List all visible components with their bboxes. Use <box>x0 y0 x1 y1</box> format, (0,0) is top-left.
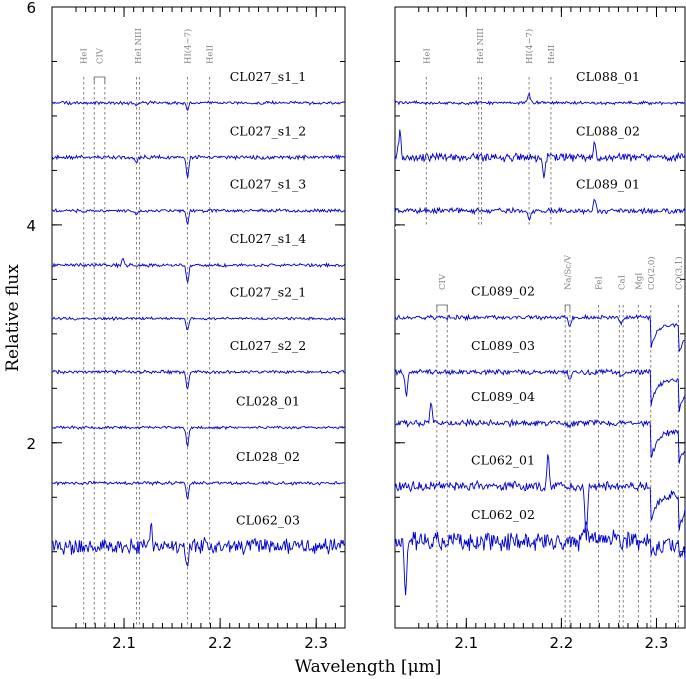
spectrum-line <box>394 92 686 106</box>
x-tick-label: 2.1 <box>112 634 136 652</box>
spectrum-label: CL062_01 <box>471 452 535 467</box>
spectrum-label: CL088_02 <box>576 123 640 138</box>
spectrum-line <box>51 99 346 112</box>
spectrum-line <box>394 198 686 222</box>
line-bracket <box>564 304 571 311</box>
spectrum-label: CL089_01 <box>576 177 640 192</box>
spectrum-line <box>52 369 346 390</box>
spectrum-label: CL027_s2_1 <box>230 285 307 300</box>
spectrum-label: CL027_s1_1 <box>230 69 307 84</box>
spectrum-label: CL089_02 <box>471 284 535 299</box>
x-tick-label: 2.2 <box>208 634 232 652</box>
line-label: HI(4−7) <box>182 29 193 64</box>
line-bracket <box>93 76 106 83</box>
axes-labels: Relative flux Wavelength [μm] <box>3 264 441 677</box>
spectrum-line <box>51 153 346 178</box>
spectrum-line <box>394 313 686 352</box>
spectrum-label: CL088_01 <box>576 69 640 84</box>
line-label: HeI <box>422 48 432 64</box>
line-label: CIV <box>96 47 106 64</box>
spectrum-line <box>51 424 346 448</box>
line-label: HeII <box>206 45 216 64</box>
spectrum-line <box>394 129 686 179</box>
line-label: FeI <box>594 276 604 290</box>
spectrum-label: CL027_s2_2 <box>230 338 307 353</box>
right-panel: 2.1 2.2 2.3 HeI HeI NIII HI(4−7) HeII CIV Na/Sc/… <box>394 6 686 652</box>
line-label: CaI <box>617 275 627 290</box>
spectrum-line <box>51 257 346 284</box>
line-label: HeI NIII <box>134 28 144 64</box>
spectrum-line <box>51 480 346 500</box>
line-label: HI(4−7) <box>524 29 535 64</box>
spectrum-label: CL028_02 <box>236 449 300 464</box>
y-tick-label: 6 <box>26 0 36 17</box>
spectrum-line <box>51 523 346 567</box>
spectrum-label: CL027_s1_2 <box>230 123 307 138</box>
spectrum-line <box>394 521 686 596</box>
spectrum-line <box>394 454 686 541</box>
line-label: CO(2,0) <box>646 256 657 290</box>
spectrum-label: CL028_01 <box>236 394 300 409</box>
line-label: HeI <box>80 48 90 64</box>
spectrum-label: CL089_04 <box>471 389 535 404</box>
x-tick-label: 2.1 <box>454 634 478 652</box>
y-tick-label: 4 <box>26 217 36 235</box>
line-label: CO(3,1) <box>673 256 684 290</box>
line-bracket <box>436 304 448 311</box>
spectrum-label: CL062_03 <box>236 512 300 527</box>
panel-frame <box>51 6 346 629</box>
x-tick-label: 2.2 <box>549 634 573 652</box>
x-tick-label: 2.3 <box>304 634 328 652</box>
line-label: HeI NIII <box>476 28 486 64</box>
x-axis-label: Wavelength [μm] <box>295 657 442 677</box>
line-label: CIV <box>438 273 448 290</box>
spectrum-line <box>51 208 346 225</box>
spectrum-label: CL027_s1_3 <box>230 177 307 192</box>
y-axis-label: Relative flux <box>3 264 23 372</box>
spectrum-line <box>51 316 346 331</box>
spectrum-line <box>394 401 686 464</box>
line-label: Na/Sc/V <box>564 254 574 290</box>
spectrum-label: CL089_03 <box>471 338 535 353</box>
spectrum-line <box>394 368 686 412</box>
spectrum-label: CL062_02 <box>471 507 535 522</box>
x-tick-label: 2.3 <box>645 634 669 652</box>
y-tick-label: 2 <box>26 435 36 453</box>
line-label: MgI <box>634 272 644 290</box>
spectrum-label: CL027_s1_4 <box>230 231 307 246</box>
left-panel: 2.1 2.2 2.3 2 4 6 HeI CIV HeI NIII HI(4−7) HeII CL0… <box>26 0 346 652</box>
line-label: HeII <box>547 45 557 64</box>
